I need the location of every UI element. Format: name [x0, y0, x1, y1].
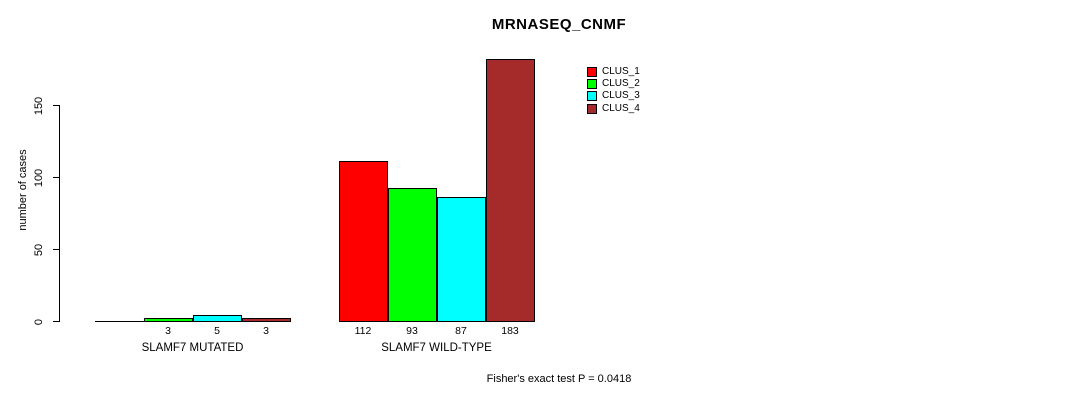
legend-item-clus-4: CLUS_4: [587, 103, 640, 115]
bar-clus-2-group1: [143, 318, 193, 322]
bar-value-label: 93: [406, 325, 418, 337]
y-tick-label: 150: [33, 96, 45, 116]
bar-clus-2-group2: [387, 188, 437, 322]
y-tick: [53, 177, 60, 178]
bar-clus-3-group1: [192, 315, 242, 322]
legend-item-clus-2: CLUS_2: [587, 78, 640, 90]
y-tick: [53, 105, 60, 106]
legend-swatch-clus-4: [587, 103, 597, 114]
y-tick-label: 100: [33, 168, 45, 188]
bar-clus-4-group1: [241, 318, 291, 322]
annotation-fisher-test: Fisher's exact test P = 0.0418: [486, 373, 632, 385]
legend-label: CLUS_2: [602, 78, 640, 90]
bar-clus-4-group2: [485, 59, 535, 322]
bar-value-label: 87: [455, 325, 467, 337]
legend: CLUS_1 CLUS_2 CLUS_3 CLUS_4: [587, 66, 640, 115]
y-axis-line: [59, 106, 60, 322]
legend-swatch-clus-1: [587, 67, 597, 78]
bar-clus-1-group1: [94, 321, 144, 322]
bar-value-label: 3: [263, 325, 269, 337]
bar-clus-1-group2: [338, 161, 388, 322]
chart-title: MRNASEQ_CNMF: [491, 16, 627, 33]
x-category-label: SLAMF7 MUTATED: [141, 342, 244, 354]
y-axis-label: number of cases: [17, 149, 29, 231]
y-tick: [53, 321, 60, 322]
bar-value-label: 112: [354, 325, 372, 337]
legend-label: CLUS_4: [602, 102, 640, 114]
legend-item-clus-3: CLUS_3: [587, 90, 640, 102]
legend-swatch-clus-2: [587, 79, 597, 90]
bar-clus-3-group2: [436, 197, 486, 322]
legend-item-clus-1: CLUS_1: [587, 66, 640, 78]
y-tick-label: 0: [33, 318, 45, 326]
x-category-label: SLAMF7 WILD-TYPE: [381, 342, 492, 354]
bar-value-label: 3: [165, 325, 171, 337]
legend-swatch-clus-3: [587, 91, 597, 102]
legend-label: CLUS_1: [602, 66, 640, 78]
bar-value-label: 5: [214, 325, 220, 337]
bar-value-label: 183: [501, 325, 519, 337]
y-tick: [53, 249, 60, 250]
y-tick-label: 50: [33, 243, 45, 257]
legend-label: CLUS_3: [602, 90, 640, 102]
